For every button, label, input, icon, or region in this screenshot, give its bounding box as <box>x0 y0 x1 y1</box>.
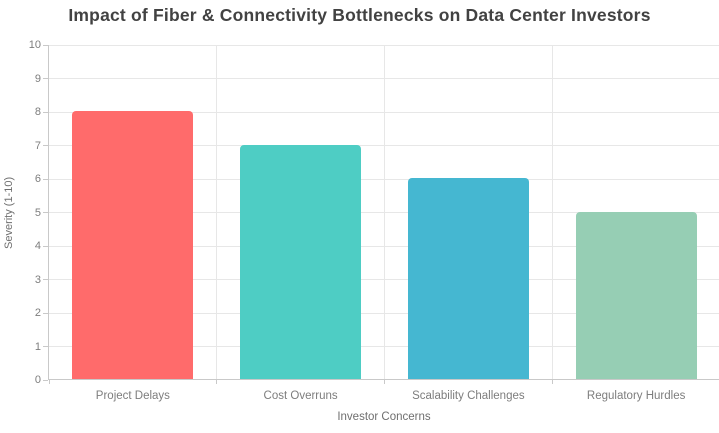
y-tick-label: 6 <box>34 173 41 185</box>
y-tick-mark <box>43 178 48 180</box>
y-tick-mark <box>43 212 48 213</box>
bar-scalability-challenges[interactable] <box>407 178 529 379</box>
y-tick-label: 8 <box>34 106 41 118</box>
bar-cost-overruns[interactable] <box>240 144 361 379</box>
y-tick-label: 7 <box>34 139 41 152</box>
y-tick-label: 4 <box>34 240 41 252</box>
y-tick-label: 1 <box>34 340 41 353</box>
x-axis-title: Investor Concerns <box>337 411 431 423</box>
x-tick-mark <box>48 379 50 384</box>
x-gridline <box>384 45 385 379</box>
x-tick-label: Regulatory Hurdles <box>586 390 686 402</box>
y-tick-label: 10 <box>28 39 41 51</box>
y-tick-mark <box>43 346 48 347</box>
x-gridline <box>551 45 553 379</box>
y-tick-mark <box>43 145 48 146</box>
y-tick-label: 9 <box>34 72 41 85</box>
bar-project-delays[interactable] <box>72 111 194 379</box>
x-tick-mark <box>384 379 385 384</box>
y-tick-mark <box>43 312 48 314</box>
x-tick-label: Scalability Challenges <box>412 390 525 402</box>
chart-title: Impact of Fiber & Connectivity Bottlenec… <box>68 5 651 25</box>
y-tick-label: 0 <box>34 374 41 386</box>
x-tick-label: Cost Overruns <box>263 390 338 402</box>
y-tick-mark <box>43 379 48 381</box>
y-tick-label: 3 <box>34 273 41 286</box>
y-tick-mark <box>43 78 48 79</box>
y-tick-label: 5 <box>34 206 41 219</box>
y-tick-mark <box>43 44 48 46</box>
x-tick-mark <box>216 379 218 384</box>
x-tick-label: Project Delays <box>95 390 170 402</box>
y-tick-mark <box>43 279 48 280</box>
y-tick-label: 2 <box>34 307 41 319</box>
y-tick-mark <box>43 111 48 113</box>
x-gridline <box>216 45 218 379</box>
plot-area: 0 1 2 3 4 5 6 7 8 9 10 Project Delays Cost Overruns S… <box>29 39 719 423</box>
y-tick-mark <box>43 245 48 247</box>
x-tick-mark <box>551 379 553 384</box>
bar-regulatory-hurdles[interactable] <box>575 211 697 379</box>
